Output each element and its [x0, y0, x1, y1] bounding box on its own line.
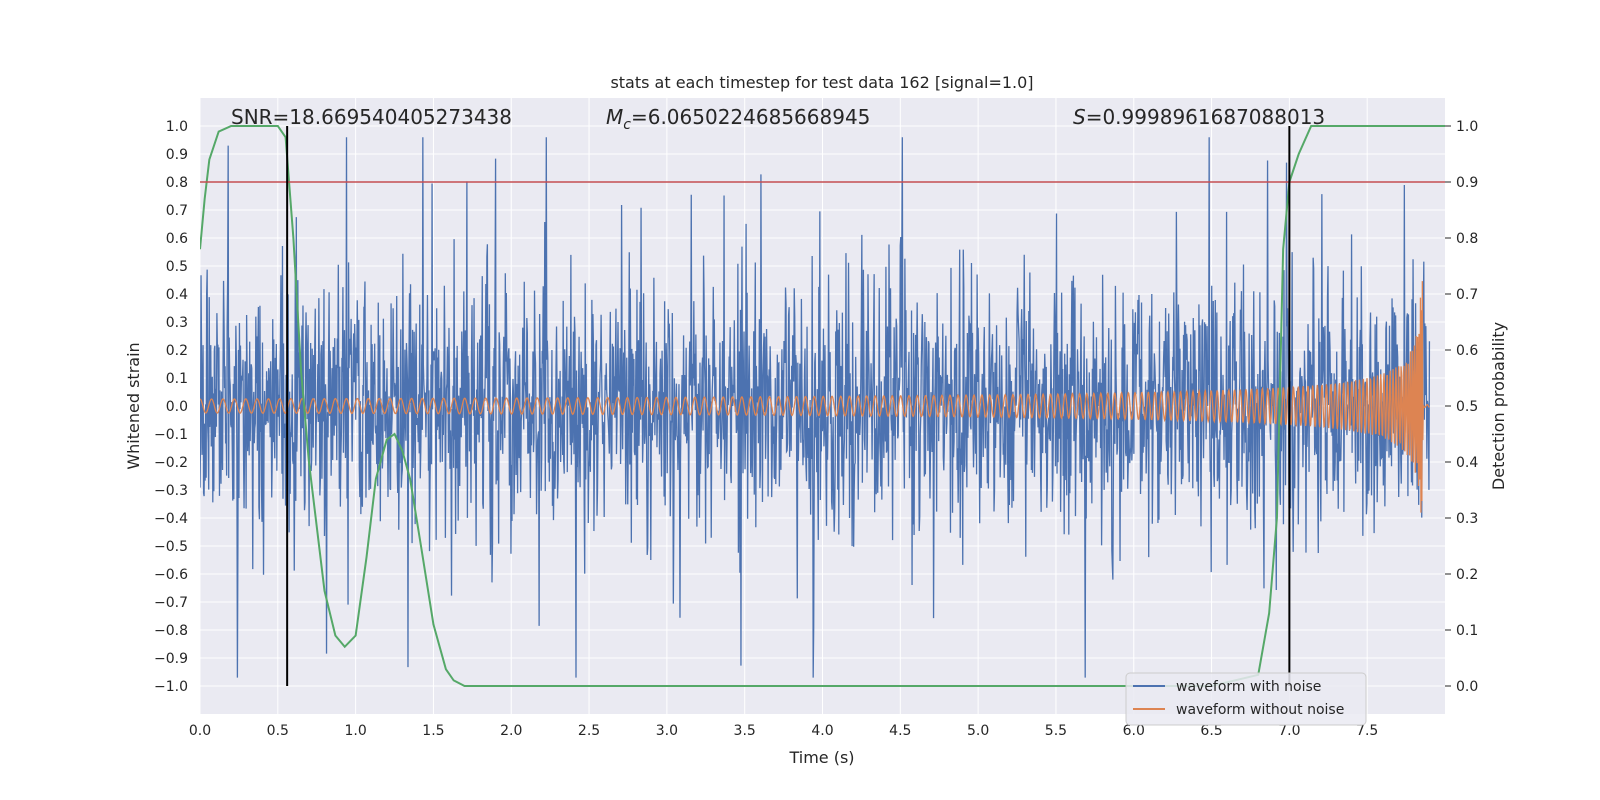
y-tick-label: 0.4 — [166, 287, 188, 303]
x-tick-label: 5.0 — [967, 723, 989, 739]
s-value: =0.9998961687088013 — [1086, 105, 1325, 129]
y-tick-label: 1.0 — [166, 119, 188, 135]
series-waveform-without-noise — [200, 281, 1430, 513]
x-tick-label: 5.5 — [1045, 723, 1067, 739]
y-tick-label: −0.6 — [154, 567, 188, 583]
legend-box — [1125, 672, 1367, 726]
y2-tick-label: 0.0 — [1456, 679, 1478, 695]
x-tick-label: 2.5 — [578, 723, 600, 739]
x-tick-label: 6.0 — [1123, 723, 1145, 739]
s-symbol: S — [1073, 105, 1086, 129]
x-tick-label: 3.5 — [734, 723, 756, 739]
y-tick-label: 0.3 — [166, 315, 188, 331]
x-tick-label: 4.0 — [811, 723, 833, 739]
y-tick-label: −0.1 — [154, 427, 188, 443]
series-waveform-with-noise — [200, 137, 1431, 678]
mc-value: =6.0650224685668945 — [631, 105, 870, 129]
x-tick-label: 1.5 — [422, 723, 444, 739]
y-tick-label: −0.2 — [154, 455, 188, 471]
y2-tick-label: 0.6 — [1456, 343, 1478, 359]
y2-tick-label: 1.0 — [1456, 119, 1478, 135]
chart-title: stats at each timestep for test data 162… — [610, 73, 1033, 92]
y-tick-label: 0.7 — [166, 203, 188, 219]
x-tick-label: 7.5 — [1356, 723, 1378, 739]
x-tick-label: 3.0 — [656, 723, 678, 739]
y-tick-label: 0.6 — [166, 231, 188, 247]
plot-lines — [200, 125, 1445, 687]
y-tick-label: −0.7 — [154, 595, 188, 611]
chirp-mass-annotation: Mc=6.0650224685668945 — [606, 105, 870, 133]
right-axis-ticks: 1.0 0.9 0.8 0.7 0.6 0.5 0.4 0.3 0.2 0.1 0.0 — [1445, 119, 1478, 695]
y-tick-label: 0.2 — [166, 343, 188, 359]
y2-tick-label: 0.3 — [1456, 511, 1478, 527]
y-axis-label: Whitened strain — [124, 342, 143, 469]
y-tick-label: −1.0 — [154, 679, 188, 695]
y2-tick-label: 0.2 — [1456, 567, 1478, 583]
x-tick-label: 2.0 — [500, 723, 522, 739]
x-tick-label: 6.5 — [1200, 723, 1222, 739]
y-tick-label: −0.3 — [154, 483, 188, 499]
y-tick-label: −0.8 — [154, 623, 188, 639]
y-tick-label: −0.9 — [154, 651, 188, 667]
y2-tick-label: 0.5 — [1456, 399, 1478, 415]
y-tick-label: 0.1 — [166, 371, 188, 387]
mc-symbol: M — [606, 105, 623, 129]
y-tick-label: −0.4 — [154, 511, 188, 527]
y2-tick-label: 0.4 — [1456, 455, 1478, 471]
left-axis-ticks: 1.0 0.9 0.8 0.7 0.6 0.5 0.4 0.3 0.2 0.1 0.0 −0.1 −0.… — [154, 119, 188, 695]
x-tick-label: 1.0 — [344, 723, 366, 739]
legend: waveform with noise waveform without noi… — [1125, 672, 1367, 726]
y2-tick-label: 0.8 — [1456, 231, 1478, 247]
x-axis-label: Time (s) — [788, 748, 854, 767]
y-tick-label: 0.9 — [166, 147, 188, 163]
x-tick-label: 0.5 — [267, 723, 289, 739]
series-detection-probability — [200, 125, 1445, 687]
y-tick-label: 0.0 — [166, 399, 188, 415]
grid — [199, 98, 1445, 714]
mc-subscript: c — [623, 117, 631, 133]
y-tick-label: 0.8 — [166, 175, 188, 191]
snr-annotation: SNR=18.669540405273438 — [231, 105, 512, 129]
legend-label-noise: waveform with noise — [1176, 679, 1321, 695]
y-tick-label: 0.5 — [166, 259, 188, 275]
legend-label-clean: waveform without noise — [1176, 702, 1344, 718]
y2-axis-label: Detection probability — [1489, 322, 1508, 490]
y2-tick-label: 0.1 — [1456, 623, 1478, 639]
x-tick-label: 7.0 — [1278, 723, 1300, 739]
x-tick-label: 0.0 — [189, 723, 211, 739]
y-tick-label: −0.5 — [154, 539, 188, 555]
y2-tick-label: 0.7 — [1456, 287, 1478, 303]
y2-tick-label: 0.9 — [1456, 175, 1478, 191]
x-axis-ticks: 0.0 0.5 1.0 1.5 2.0 2.5 3.0 3.5 4.0 4.5 5.0 5.5 6.0 6… — [189, 723, 1378, 739]
s-annotation: S=0.9998961687088013 — [1073, 105, 1325, 129]
x-tick-label: 4.5 — [889, 723, 911, 739]
